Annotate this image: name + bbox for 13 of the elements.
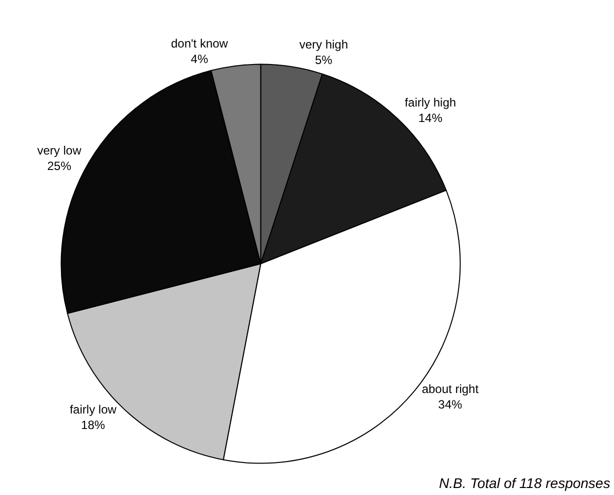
slice-label: don't know bbox=[170, 36, 228, 50]
text: N.B. Total of 118 responses bbox=[439, 475, 610, 491]
slice-label: very high bbox=[299, 37, 348, 52]
data-label: 14% bbox=[418, 111, 443, 126]
slice-label: fairly high bbox=[404, 96, 456, 110]
data-label: 4% bbox=[190, 52, 208, 66]
slice-label: very low bbox=[37, 144, 82, 158]
data-label: 34% bbox=[438, 398, 463, 412]
data-label: 5% bbox=[315, 53, 333, 68]
slice-label: about right bbox=[422, 382, 480, 396]
slice-label: fairly low bbox=[70, 402, 117, 416]
data-label: 25% bbox=[47, 159, 72, 174]
data-label: 18% bbox=[81, 418, 106, 432]
